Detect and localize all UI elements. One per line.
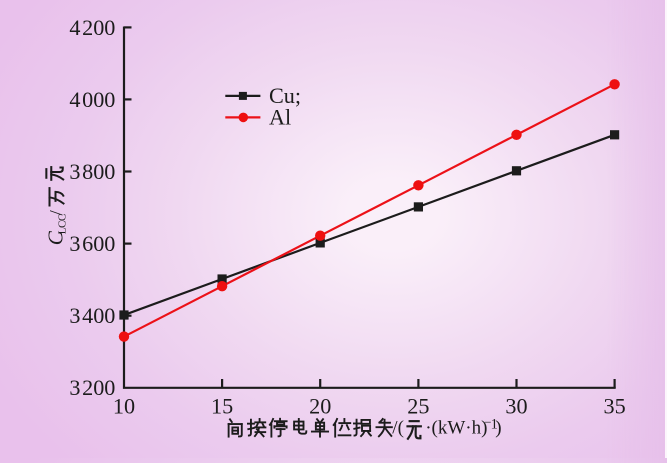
svg-text:/: / [47,210,68,216]
svg-text:20: 20 [309,394,331,419]
svg-text:·(kW·h): ·(kW·h) [425,418,487,439]
svg-text:3: 3 [69,375,80,400]
svg-text:4: 4 [69,87,80,112]
svg-text:35: 35 [604,394,626,419]
svg-text:600: 600 [82,231,115,256]
svg-text:−: − [484,415,491,430]
svg-text:3: 3 [69,231,80,256]
svg-text:000: 000 [82,87,115,112]
svg-text:): ) [495,418,501,439]
svg-text:/(: /( [392,418,404,439]
svg-text:3: 3 [69,303,80,328]
svg-text:25: 25 [407,394,429,419]
svg-text:1: 1 [491,417,498,433]
svg-text:30: 30 [505,394,527,419]
svg-text:C: C [44,230,68,245]
svg-text:4: 4 [69,15,80,40]
svg-text:Cu;: Cu; [269,83,301,108]
svg-text:LCC: LCC [57,214,69,234]
svg-text:3: 3 [69,159,80,184]
svg-text:200: 200 [82,15,115,40]
svg-text:Al: Al [269,105,291,130]
svg-text:400: 400 [82,303,115,328]
svg-text:200: 200 [82,375,115,400]
svg-text:10: 10 [113,394,135,419]
svg-text:15: 15 [211,394,233,419]
svg-text:800: 800 [82,159,115,184]
